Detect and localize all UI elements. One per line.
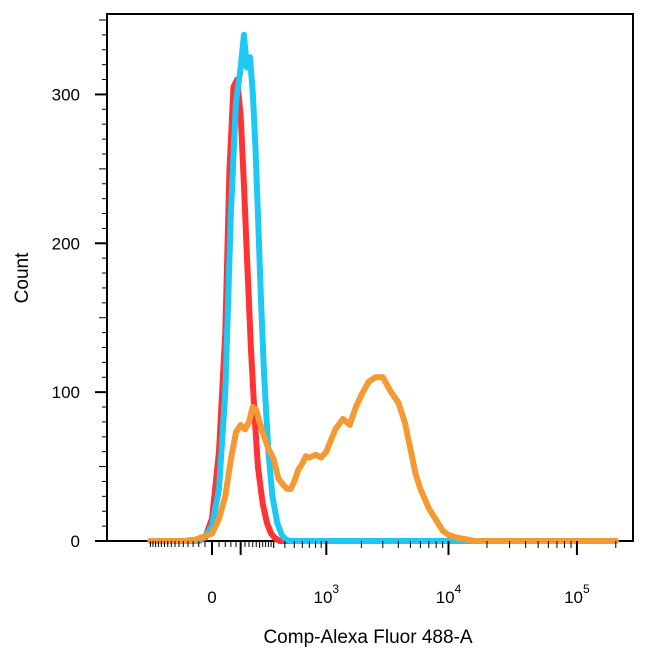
x-tick-label: 103 xyxy=(313,582,339,607)
y-axis-title: Count xyxy=(12,252,33,303)
y-tick-label: 300 xyxy=(52,85,80,104)
x-tick-label: 104 xyxy=(436,582,462,607)
x-axis: 0 103 104 105 xyxy=(149,541,617,607)
plot-frame xyxy=(106,13,634,542)
series-line-0 xyxy=(147,76,619,544)
y-axis: 0 100 200 300 xyxy=(52,19,107,551)
series-line-1 xyxy=(147,31,619,544)
y-tick-label: 100 xyxy=(52,383,80,402)
series-line-2 xyxy=(147,374,619,544)
y-tick-label: 0 xyxy=(71,532,80,551)
x-tick-label: 105 xyxy=(564,582,590,607)
series-layer xyxy=(147,31,619,544)
x-axis-title: Comp-Alexa Fluor 488-A xyxy=(263,627,472,648)
y-tick-label: 200 xyxy=(52,234,80,253)
x-tick-label: 0 xyxy=(207,588,216,607)
